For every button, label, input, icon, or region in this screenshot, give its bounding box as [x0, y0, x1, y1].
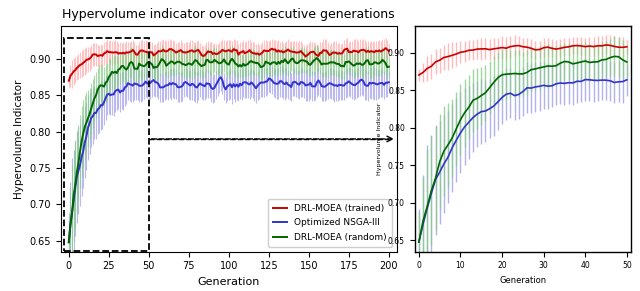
Line: DRL-MOEA (random): DRL-MOEA (random)	[69, 58, 389, 242]
DRL-MOEA (random)	[67, 224, 74, 227]
Optimized NSGA-III	[67, 223, 74, 226]
DRL-MOEA (random)	[313, 56, 321, 60]
Optimized NSGA-III	[200, 84, 207, 87]
Optimized NSGA-III	[217, 75, 225, 79]
DRL-MOEA (trained)	[358, 48, 365, 52]
Optimized NSGA-III	[239, 81, 247, 84]
DRL-MOEA (trained)	[93, 54, 101, 58]
Optimized NSGA-III	[385, 81, 393, 84]
DRL-MOEA (random)	[65, 240, 73, 244]
Title: Hypervolume indicator over consecutive generations: Hypervolume indicator over consecutive g…	[63, 8, 395, 21]
DRL-MOEA (random)	[200, 63, 207, 67]
DRL-MOEA (trained)	[200, 54, 207, 58]
Y-axis label: Hypervolume Indicator: Hypervolume Indicator	[14, 79, 24, 199]
Optimized NSGA-III	[93, 108, 101, 111]
DRL-MOEA (trained)	[381, 46, 389, 50]
Optimized NSGA-III	[360, 79, 367, 83]
DRL-MOEA (trained)	[385, 49, 393, 53]
Optimized NSGA-III	[182, 80, 189, 84]
DRL-MOEA (random)	[385, 65, 393, 68]
X-axis label: Generation: Generation	[198, 277, 260, 287]
Line: Optimized NSGA-III: Optimized NSGA-III	[69, 77, 389, 242]
DRL-MOEA (trained)	[182, 51, 189, 54]
DRL-MOEA (random)	[182, 63, 189, 67]
DRL-MOEA (trained)	[67, 74, 74, 78]
Legend: DRL-MOEA (trained), Optimized NSGA-III, DRL-MOEA (random): DRL-MOEA (trained), Optimized NSGA-III, …	[268, 198, 392, 247]
Bar	[64, 38, 149, 251]
DRL-MOEA (trained)	[65, 79, 73, 82]
Line: DRL-MOEA (trained): DRL-MOEA (trained)	[69, 48, 389, 81]
X-axis label: Generation: Generation	[499, 276, 547, 285]
Optimized NSGA-III	[65, 240, 73, 244]
DRL-MOEA (trained)	[238, 50, 246, 54]
DRL-MOEA (random)	[360, 63, 367, 66]
Y-axis label: Hypervolume Indicator: Hypervolume Indicator	[378, 103, 383, 175]
DRL-MOEA (random)	[238, 65, 246, 68]
DRL-MOEA (random)	[93, 88, 101, 92]
